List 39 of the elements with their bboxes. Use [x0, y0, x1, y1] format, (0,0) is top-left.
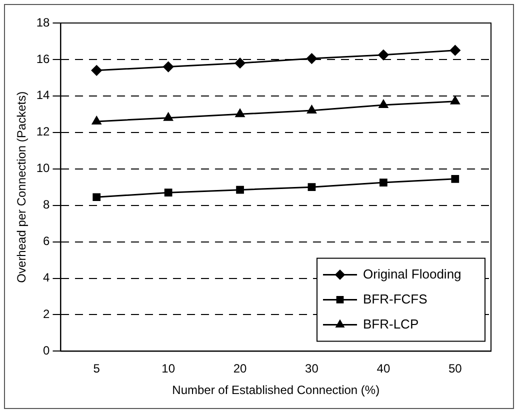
legend-label: BFR-FCFS	[363, 291, 428, 306]
point	[450, 45, 460, 56]
y-tick-label: 4	[43, 270, 50, 285]
x-axis-title: Number of Established Connection (%)	[172, 383, 380, 398]
y-tick-label: 16	[36, 52, 50, 66]
point	[236, 186, 244, 194]
point	[378, 50, 389, 60]
y-tick-label: 6	[43, 234, 50, 248]
y-tick-label: 12	[36, 124, 50, 139]
point	[451, 174, 460, 183]
x-tick-label: 20	[233, 362, 248, 376]
point	[308, 183, 316, 192]
x-tick-label: 50	[448, 362, 462, 376]
point	[380, 178, 388, 186]
y-tick-label: 18	[36, 15, 50, 30]
y-axis-title: Overhead per Connection (Packets)	[14, 91, 29, 283]
y-tick-label: 14	[36, 88, 50, 102]
x-tick-label: 30	[305, 362, 319, 376]
x-tick-label: 10	[162, 362, 176, 376]
legend-label: Original Flooding	[363, 266, 462, 282]
x-tick-label: 40	[376, 362, 390, 376]
point	[92, 116, 102, 124]
point	[164, 188, 172, 196]
point	[91, 65, 102, 76]
point	[164, 112, 173, 121]
legend-label: BFR-LCP	[363, 316, 419, 332]
point	[235, 108, 245, 118]
point	[163, 62, 174, 72]
y-tick-label: 2	[43, 307, 50, 322]
x-tick-label: 5	[93, 362, 100, 376]
y-tick-label: 10	[36, 161, 50, 176]
y-tick-label: 8	[43, 198, 50, 212]
point	[306, 53, 317, 64]
y-tick-label: 0	[43, 344, 50, 358]
point	[234, 58, 246, 68]
point	[450, 96, 460, 104]
point	[378, 100, 388, 108]
point	[92, 193, 101, 202]
point	[307, 105, 316, 114]
